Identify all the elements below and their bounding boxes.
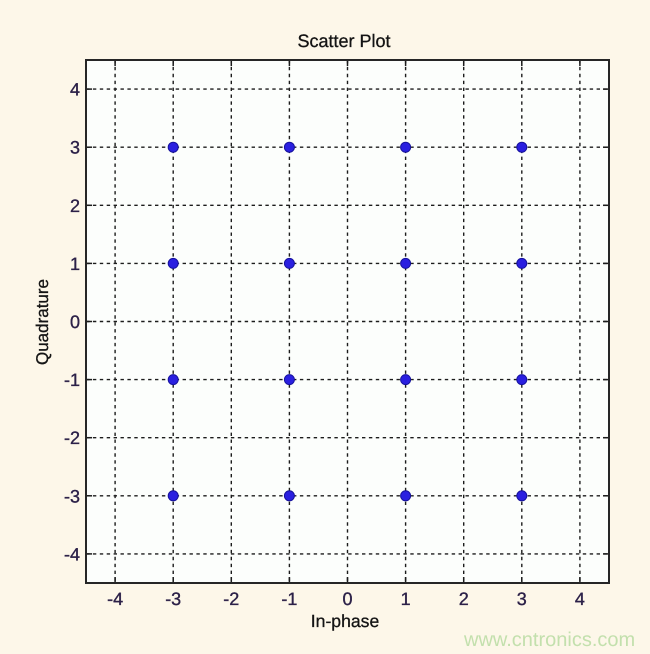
svg-text:-3: -3: [165, 589, 181, 609]
svg-text:www.cntronics.com: www.cntronics.com: [463, 629, 635, 651]
svg-text:3: 3: [70, 138, 80, 158]
svg-text:-4: -4: [64, 544, 80, 564]
svg-text:In-phase: In-phase: [311, 611, 379, 631]
svg-text:-4: -4: [107, 589, 123, 609]
svg-text:4: 4: [575, 589, 585, 609]
svg-text:4: 4: [70, 80, 80, 100]
svg-text:Quadrature: Quadrature: [33, 279, 52, 365]
svg-text:0: 0: [342, 589, 352, 609]
svg-text:-2: -2: [64, 428, 80, 448]
svg-text:2: 2: [70, 196, 80, 216]
svg-text:Scatter Plot: Scatter Plot: [297, 31, 390, 51]
svg-text:-2: -2: [223, 589, 239, 609]
svg-text:1: 1: [401, 589, 411, 609]
svg-text:-3: -3: [64, 486, 80, 506]
svg-text:1: 1: [70, 254, 80, 274]
svg-text:3: 3: [517, 589, 527, 609]
svg-text:2: 2: [459, 589, 469, 609]
svg-text:-1: -1: [281, 589, 297, 609]
svg-text:0: 0: [70, 312, 80, 332]
svg-text:-1: -1: [64, 370, 80, 390]
